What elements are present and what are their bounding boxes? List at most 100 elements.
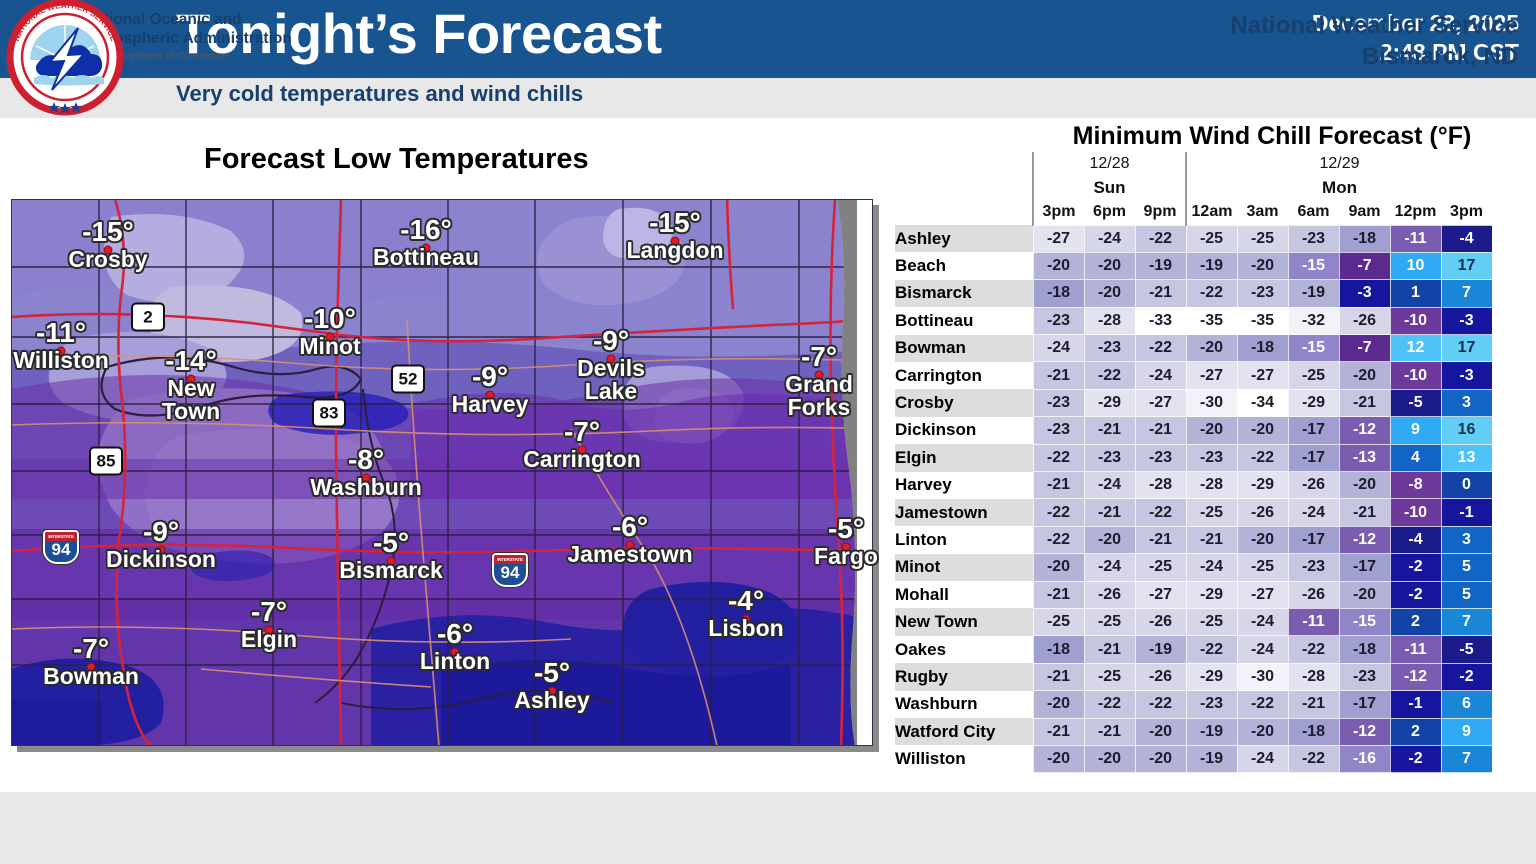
wind-chill-cell: 17 [1440, 334, 1493, 363]
city-marker-washburn[interactable] [361, 473, 371, 483]
city-marker-lisbon[interactable] [741, 614, 751, 624]
wind-chill-cell: -26 [1083, 580, 1136, 609]
table-row[interactable]: Williston -20 -20 -20 -19 -24 -22 -16 -2 7 [895, 744, 1493, 774]
table-header-date-row: 12/28 12/29 [895, 152, 1492, 176]
city-marker-fargo[interactable] [841, 542, 851, 552]
city-name-label: Lisbon [708, 615, 784, 641]
city-name-label: Devils Lake [577, 355, 645, 405]
wind-chill-cell: -27 [1134, 580, 1187, 609]
city-name-label: Bowman [43, 663, 139, 689]
city-temp-value: -9° [592, 325, 630, 356]
city-marker-carrington[interactable] [577, 445, 587, 455]
table-row-city-jamestown: Jamestown [895, 498, 1033, 527]
table-row[interactable]: Watford City -21 -21 -20 -19 -20 -18 -12 2 9 [895, 717, 1493, 746]
table-header-date-12-28: 12/28 [1032, 152, 1186, 176]
wind-chill-cell: -26 [1134, 662, 1187, 692]
city-marker-dickinson[interactable] [156, 545, 166, 555]
wind-chill-cell: -20 [1236, 717, 1289, 746]
city-marker-linton[interactable] [450, 647, 460, 657]
wind-chill-cell: -27 [1236, 361, 1289, 390]
wind-chill-cell: -22 [1185, 635, 1238, 664]
table-row[interactable]: Bottineau -23 -28 -33 -35 -35 -32 -26 -10 -3 [895, 306, 1493, 336]
table-header-hour-mon-12am: 12am [1185, 200, 1237, 225]
wind-chill-cell: -30 [1185, 388, 1238, 418]
wind-chill-cell: -22 [1134, 224, 1187, 253]
table-row[interactable]: Dickinson -23 -21 -21 -20 -20 -17 -12 9 16 [895, 416, 1493, 445]
wind-chill-cell: 5 [1440, 553, 1493, 582]
table-row[interactable]: Washburn -20 -22 -22 -23 -22 -21 -17 -1 6 [895, 690, 1493, 719]
city-marker-minot[interactable] [325, 332, 335, 342]
city-marker-jamestown[interactable] [625, 540, 635, 550]
city-marker-bottineau[interactable] [421, 243, 431, 253]
wind-chill-cell: -23 [1185, 690, 1238, 719]
table-row[interactable]: Bowman -24 -23 -22 -20 -18 -15 -7 12 17 [895, 334, 1493, 363]
city-marker-ashley[interactable] [547, 686, 557, 696]
wind-chill-cell: -22 [1287, 744, 1340, 774]
city-label-ashley: -5° Ashley [514, 659, 589, 712]
table-row[interactable]: Rugby -21 -25 -26 -29 -30 -28 -23 -12 -2 [895, 662, 1493, 692]
table-row[interactable]: Carrington -21 -22 -24 -27 -27 -25 -20 -10 -3 [895, 361, 1493, 390]
table-header-hour-mon-3pm: 3pm [1441, 200, 1492, 225]
table-header-hour-sun-9pm: 9pm [1135, 200, 1186, 225]
table-row[interactable]: Ashley -27 -24 -22 -25 -25 -23 -18 -11 -4 [895, 224, 1493, 253]
city-temp-value: -6° [611, 511, 649, 542]
table-row[interactable]: Linton -22 -20 -21 -21 -20 -17 -12 -4 3 [895, 525, 1493, 555]
city-marker-devils-lake[interactable] [606, 354, 616, 364]
wind-chill-cell: -35 [1236, 306, 1289, 336]
wind-chill-cell: -30 [1236, 662, 1289, 692]
table-row[interactable]: Minot -20 -24 -25 -24 -25 -23 -17 -2 5 [895, 553, 1493, 582]
table-header-hour-sun-6pm: 6pm [1084, 200, 1135, 225]
issued-date: December 28, 2025 [1311, 10, 1519, 36]
table-row[interactable]: Elgin -22 -23 -23 -23 -22 -17 -13 4 13 [895, 443, 1493, 473]
city-label-lisbon: -4° Lisbon [708, 587, 783, 640]
city-marker-williston[interactable] [56, 346, 66, 356]
city-temp-value: -5° [533, 657, 571, 688]
table-row-city-ashley: Ashley [895, 225, 1033, 253]
table-row[interactable]: Mohall -21 -26 -27 -29 -27 -26 -20 -2 5 [895, 580, 1493, 609]
table-row[interactable]: Harvey -21 -24 -28 -28 -29 -26 -20 -8 0 [895, 471, 1493, 500]
wind-chill-cell: -12 [1338, 717, 1391, 746]
wind-chill-cell: -21 [1338, 388, 1391, 418]
table-row-city-crosby: Crosby [895, 389, 1033, 417]
city-marker-harvey[interactable] [485, 390, 495, 400]
wind-chill-cell: -18 [1032, 635, 1085, 664]
wind-chill-cell: -21 [1185, 525, 1238, 555]
city-marker-langdon[interactable] [670, 236, 680, 246]
wind-chill-cell: -20 [1032, 251, 1085, 281]
table-row[interactable]: Crosby -23 -29 -27 -30 -34 -29 -21 -5 3 [895, 388, 1493, 418]
wind-chill-cell: -21 [1083, 416, 1136, 445]
wind-chill-cell: -25 [1185, 498, 1238, 527]
table-row[interactable]: Jamestown -22 -21 -22 -25 -26 -24 -21 -10 -1 [895, 498, 1493, 527]
wind-chill-cell: -1 [1389, 690, 1442, 719]
table-row[interactable]: Oakes -18 -21 -19 -22 -24 -22 -18 -11 -5 [895, 635, 1493, 664]
table-header-hour-mon-9am: 9am [1339, 200, 1390, 225]
wind-chill-cell: -21 [1032, 361, 1085, 390]
table-row-city-bottineau: Bottineau [895, 307, 1033, 335]
table-row[interactable]: Bismarck -18 -20 -21 -22 -23 -19 -3 1 7 [895, 279, 1493, 308]
us-route-shield-85: 85 [89, 446, 123, 476]
city-label-bowman: -7° Bowman [43, 635, 139, 688]
wind-chill-cell: -21 [1083, 635, 1136, 664]
city-temp-value: -16° [400, 214, 452, 245]
city-marker-crosby[interactable] [103, 245, 113, 255]
table-row-city-oakes: Oakes [895, 635, 1033, 664]
table-row[interactable]: Beach -20 -20 -19 -19 -20 -15 -7 10 17 [895, 251, 1493, 281]
us-route-shield-52: 52 [391, 364, 425, 394]
city-marker-elgin[interactable] [264, 625, 274, 635]
city-temp-value: -5° [372, 527, 410, 558]
city-marker-bowman[interactable] [86, 662, 96, 672]
wind-chill-table[interactable]: 12/28 12/29 Sun Mon 3pm 6pm 9pm 12am 3am 6am 9am… [895, 152, 1493, 774]
city-marker-bismarck[interactable] [386, 556, 396, 566]
city-marker-grand-forks[interactable] [814, 370, 824, 380]
wind-chill-cell: -28 [1287, 662, 1340, 692]
header-subtitle-band [0, 78, 1536, 118]
wind-chill-cell: -21 [1134, 525, 1187, 555]
forecast-map[interactable]: -15° Crosby -16° Bottineau -15° Langdon -11° Wi… [11, 199, 879, 752]
table-row[interactable]: New Town -25 -25 -26 -25 -24 -11 -15 2 7 [895, 607, 1493, 637]
city-marker-new-town[interactable] [186, 374, 196, 384]
wind-chill-cell: -12 [1338, 416, 1391, 445]
table-header-hour-row: 3pm 6pm 9pm 12am 3am 6am 9am 12pm 3pm [895, 200, 1492, 225]
table-corner-cell [895, 200, 1033, 225]
wind-chill-cell: -25 [1185, 224, 1238, 253]
wind-chill-cell: -21 [1032, 662, 1085, 692]
